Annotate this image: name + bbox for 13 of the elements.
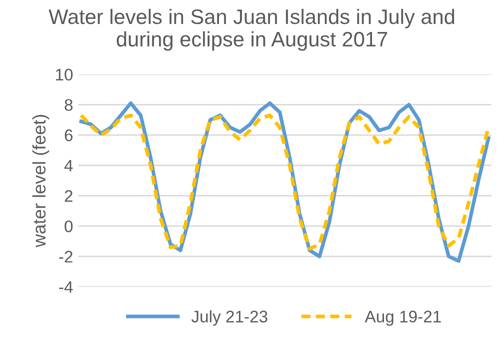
y-tick-label: 0 — [64, 220, 73, 232]
y-tick-label: 8 — [64, 99, 73, 111]
chart-title: Water levels in San Juan Islands in July and during eclipse in August 2017 — [48, 8, 454, 51]
y-axis-title: water level (feet) — [32, 114, 50, 248]
y-tick-label: 4 — [64, 160, 73, 172]
legend-label: Aug 19-21 — [364, 310, 441, 326]
y-tick-label: -2 — [59, 250, 72, 262]
y-tick-label: 2 — [64, 190, 72, 202]
legend-label: July 21-23 — [191, 310, 268, 326]
y-tick-label: 10 — [56, 68, 73, 81]
line-series — [79, 114, 490, 251]
y-tick-label: 6 — [64, 129, 73, 142]
y-tick-label: -4 — [59, 281, 73, 293]
